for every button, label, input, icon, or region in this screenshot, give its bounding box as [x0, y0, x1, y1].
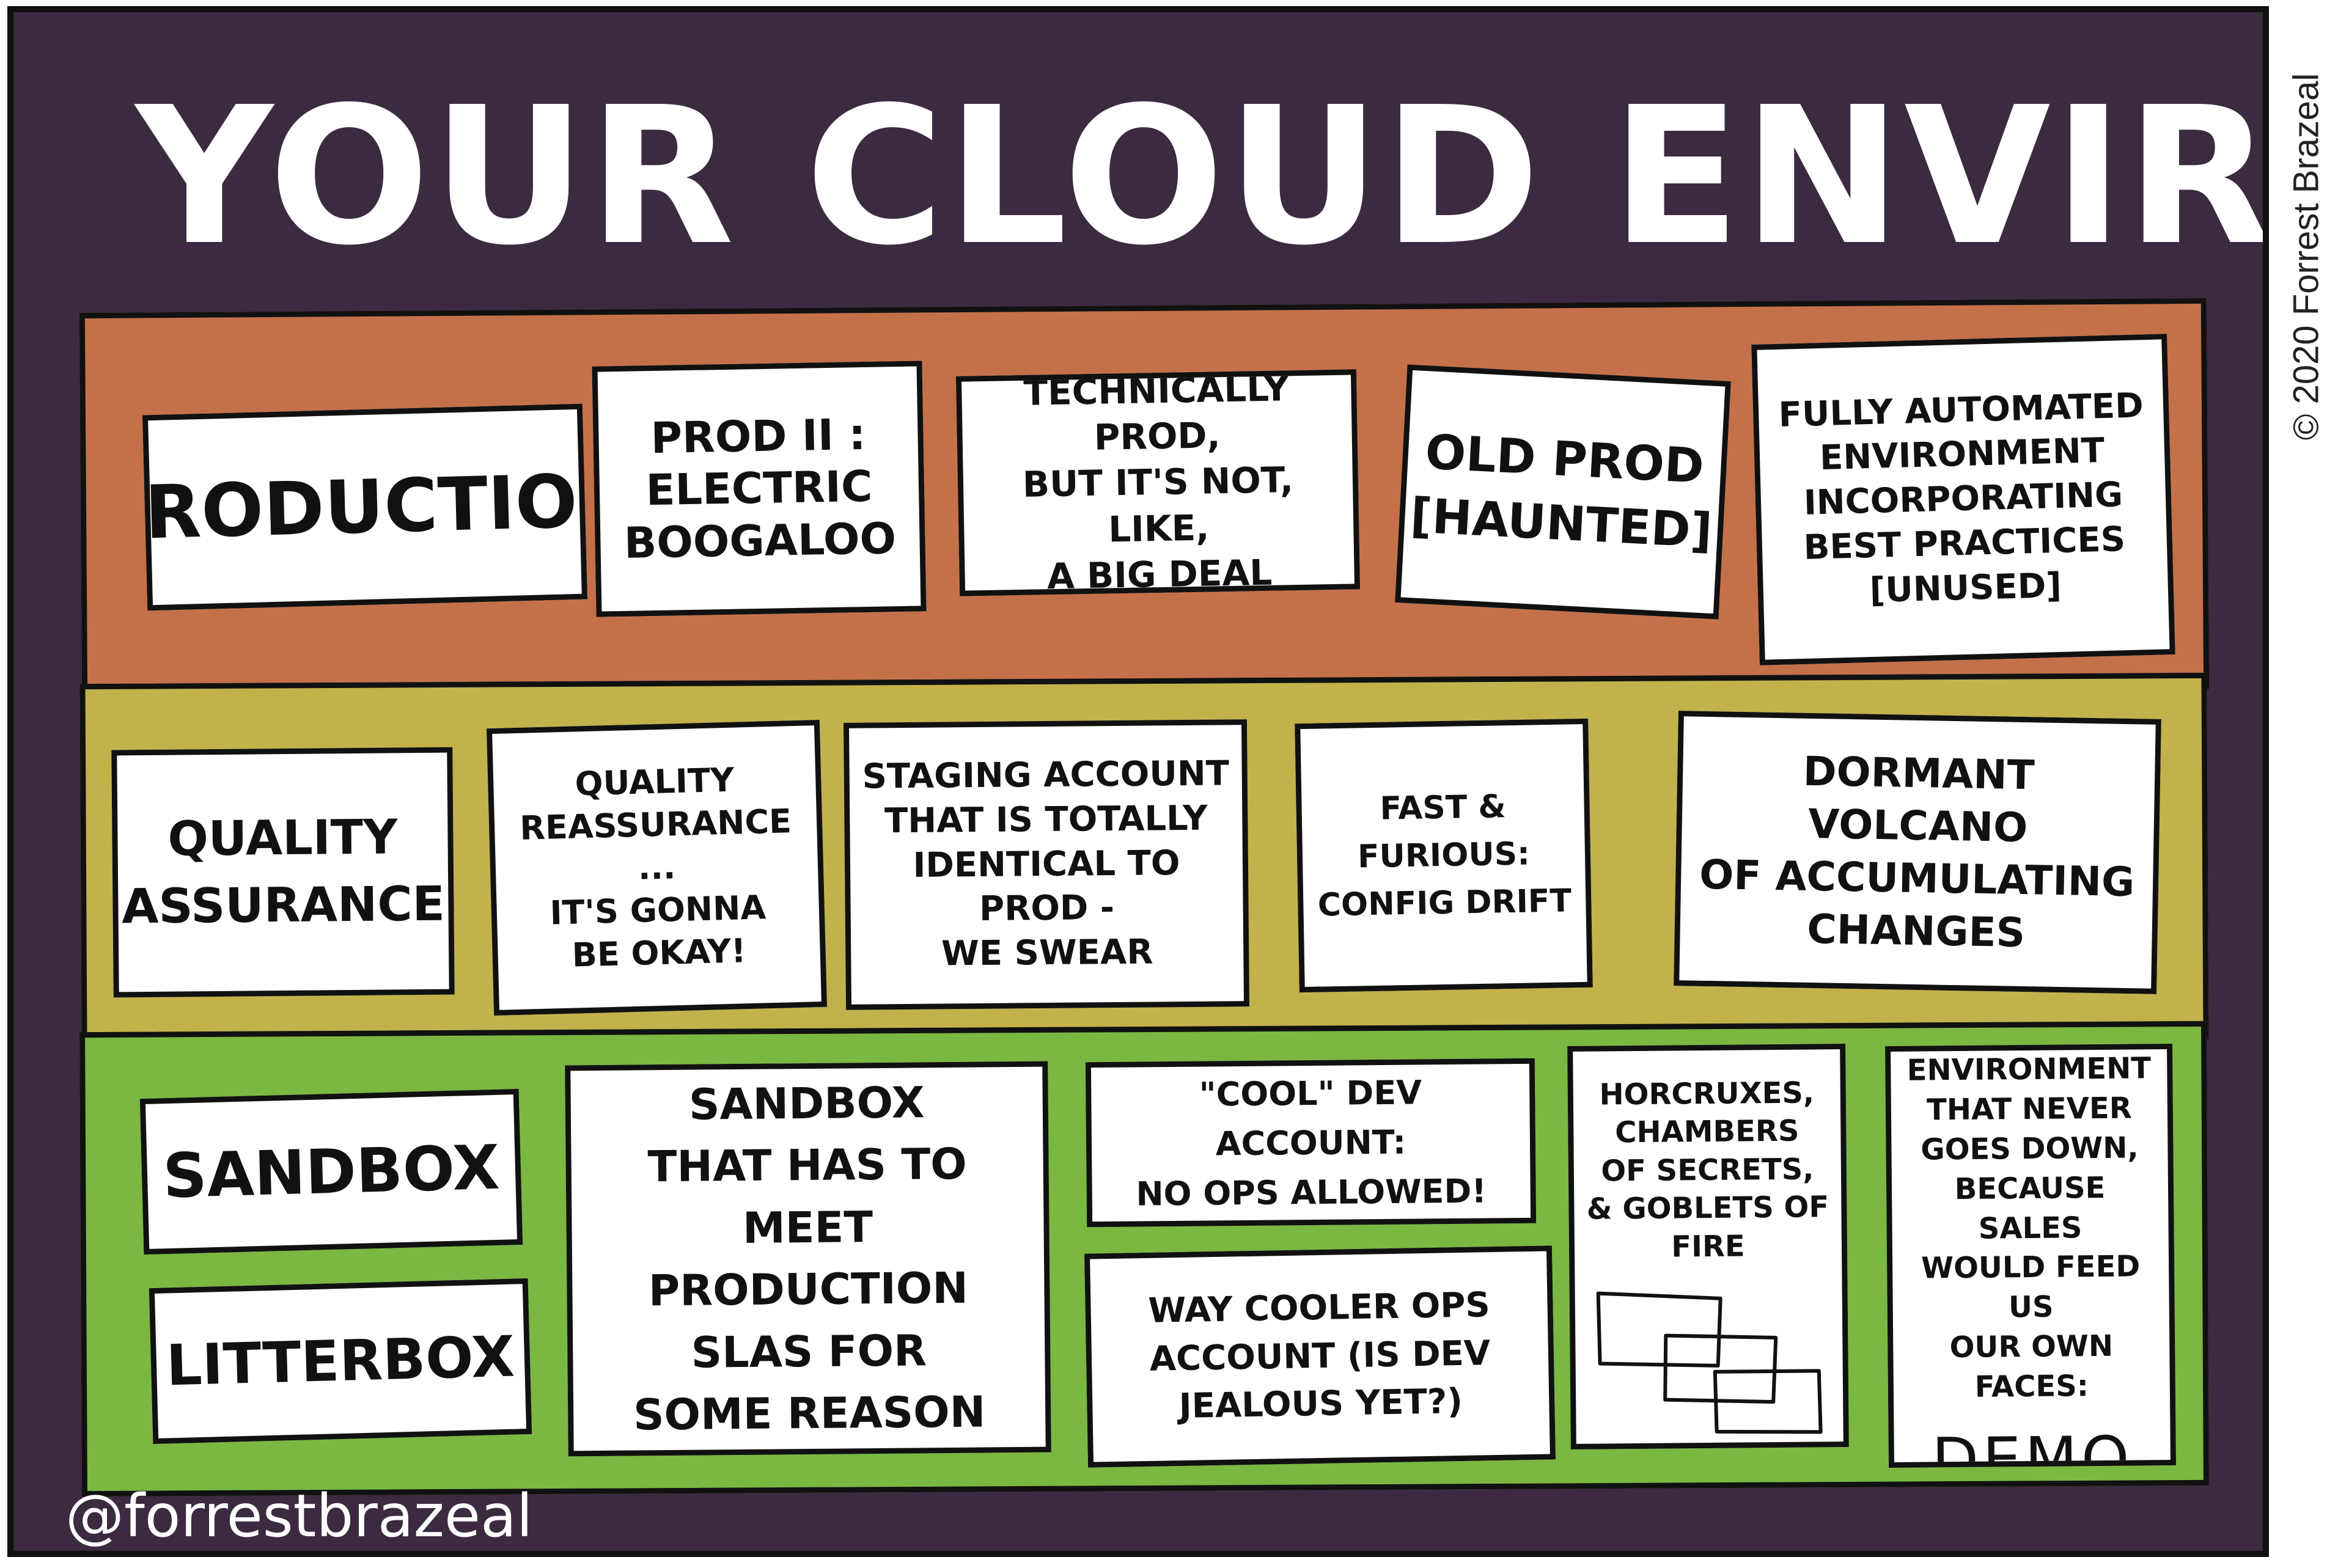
card-production-label: PRODUCTION	[142, 457, 588, 557]
card-quality-assurance: QUALITY ASSURANCE	[111, 747, 455, 998]
card-sandbox-label: SANDBOX	[162, 1131, 501, 1212]
card-quality-reassurance: QUALITY REASSURANCE ... IT'S GONNA BE OK…	[486, 719, 828, 1016]
card-demo-description: THE ONLY ENVIRONMENT THAT NEVER GOES DOW…	[1906, 1044, 2152, 1404]
card-old-prod-label: OLD PROD [HAUNTED]	[1409, 424, 1714, 559]
comic-panel: YOUR CLOUD ENVIRONMENTS PRODUCTION PROD …	[7, 6, 2269, 1557]
card-prod-ii-label: PROD II : ELECTRIC BOOGALOO	[623, 409, 897, 568]
card-demo: THE ONLY ENVIRONMENT THAT NEVER GOES DOW…	[1884, 1043, 2177, 1468]
card-way-cooler-ops: WAY COOLER OPS ACCOUNT (IS DEV JEALOUS Y…	[1084, 1245, 1556, 1468]
card-staging-account: STAGING ACCOUNT THAT IS TOTALLY IDENTICA…	[843, 719, 1250, 1010]
card-prod-ii: PROD II : ELECTRIC BOOGALOO	[592, 361, 927, 617]
card-sandbox: SANDBOX	[139, 1088, 523, 1255]
copyright-text: © 2020 Forrest Brazeal	[2286, 73, 2326, 441]
card-sandbox-slas-label: SANDBOX THAT HAS TO MEET PRODUCTION SLAs…	[633, 1077, 986, 1440]
card-demo-content: THE ONLY ENVIRONMENT THAT NEVER GOES DOW…	[1900, 1044, 2161, 1468]
card-dormant-volcano-label: DORMANT VOLCANO OF ACCUMULATING CHANGES	[1699, 748, 2135, 956]
card-horcruxes: HORCRUXES, CHAMBERS OF SECRETS, & GOBLET…	[1567, 1044, 1849, 1449]
stacked-squares-icon	[1597, 1291, 1823, 1434]
card-technically-prod-label: TECHNICALLY PROD, BUT IT'S NOT, LIKE, A …	[1022, 369, 1294, 596]
card-old-prod: OLD PROD [HAUNTED]	[1395, 364, 1731, 620]
card-cool-dev-account-label: "COOL" DEV ACCOUNT: NO OPS ALLOWED!	[1136, 1072, 1487, 1213]
card-litterbox-label: LITTERBOX	[165, 1324, 516, 1399]
card-staging-account-label: STAGING ACCOUNT THAT IS TOTALLY IDENTICA…	[862, 753, 1230, 974]
card-way-cooler-ops-label: WAY COOLER OPS ACCOUNT (IS DEV JEALOUS Y…	[1148, 1285, 1491, 1427]
card-dormant-volcano: DORMANT VOLCANO OF ACCUMULATING CHANGES	[1674, 711, 2161, 994]
card-production: PRODUCTION	[142, 403, 588, 611]
author-handle: @forrestbrazeal	[65, 1482, 533, 1550]
card-quality-assurance-label: QUALITY ASSURANCE	[121, 810, 446, 934]
card-fast-furious: FAST & FURIOUS: CONFIG DRIFT	[1295, 718, 1593, 993]
card-fast-furious-label: FAST & FURIOUS: CONFIG DRIFT	[1317, 788, 1572, 924]
copyright-credit: © 2020 Forrest Brazeal	[2274, 0, 2338, 513]
card-cool-dev-account: "COOL" DEV ACCOUNT: NO OPS ALLOWED!	[1085, 1058, 1537, 1228]
card-litterbox: LITTERBOX	[149, 1278, 532, 1445]
card-demo-label: DEMO	[1931, 1423, 2134, 1468]
card-fully-automated-label: FULLY AUTOMATED ENVIRONMENT INCORPORATIN…	[1777, 385, 2144, 610]
card-quality-reassurance-label: QUALITY REASSURANCE ... IT'S GONNA BE OK…	[519, 760, 792, 975]
card-technically-prod: TECHNICALLY PROD, BUT IT'S NOT, LIKE, A …	[955, 369, 1361, 596]
comic-title: YOUR CLOUD ENVIRONMENTS	[136, 67, 2269, 287]
card-fully-automated: FULLY AUTOMATED ENVIRONMENT INCORPORATIN…	[1751, 334, 2175, 665]
card-horcruxes-label: HORCRUXES, CHAMBERS OF SECRETS, & GOBLET…	[1586, 1075, 1829, 1264]
card-horcruxes-content: HORCRUXES, CHAMBERS OF SECRETS, & GOBLET…	[1586, 1074, 1831, 1440]
card-sandbox-slas: SANDBOX THAT HAS TO MEET PRODUCTION SLAs…	[565, 1061, 1051, 1457]
